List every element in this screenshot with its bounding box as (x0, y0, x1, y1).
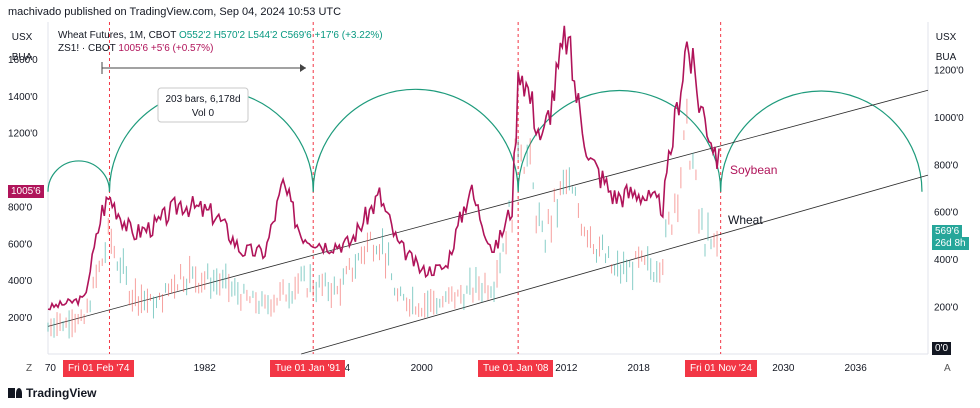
channel-upper (47, 89, 929, 327)
x-tick-label: 2000 (411, 363, 434, 374)
date-tag-2008: Tue 01 Jan '08 (478, 360, 554, 377)
cycle-arc (720, 90, 923, 192)
footer-brand-text: TradingView (26, 386, 97, 400)
cycle-lines (108, 22, 722, 354)
right-tick-label: 800'0 (934, 160, 959, 171)
left-axis-currency: USX (12, 32, 33, 43)
x-tick-label: 2018 (628, 363, 651, 374)
measure-bars-text: 203 bars, 6,178d (165, 94, 240, 105)
legend-wheat: Wheat Futures, 1M, CBOT O552'2 H570'2 L5… (58, 30, 383, 41)
right-current-price: 569'6 (932, 225, 963, 238)
measure-vol-text: Vol 0 (192, 108, 215, 119)
measure-tool: 203 bars, 6,178d Vol 0 (101, 62, 306, 123)
date-tag-1991: Tue 01 Jan '91 (270, 360, 346, 377)
legend-soy-change: +5'6 (+0.57%) (150, 43, 214, 54)
right-countdown: 26d 8h (932, 237, 969, 250)
date-tag-1974: Fri 01 Feb '74 (63, 360, 135, 377)
x-tick-label: 1982 (194, 363, 217, 374)
soybean-series (47, 25, 720, 311)
left-tick-label: 200'0 (8, 313, 33, 324)
left-tick-label: 1200'0 (8, 129, 38, 140)
right-tick-label: 600'0 (934, 208, 959, 219)
right-zero-tag: 0'0 (932, 342, 952, 355)
trend-channel (47, 89, 929, 355)
right-axis-currency: USX (936, 32, 957, 43)
wheat-label: Wheat (728, 213, 763, 227)
left-tick-label: 1400'0 (8, 92, 38, 103)
channel-lower (301, 174, 929, 355)
legend-soybean: ZS1! · CBOT 1005'6 +5'6 (+0.57%) (58, 43, 213, 54)
measure-arrow (300, 64, 306, 72)
right-tick-label: 200'0 (934, 303, 959, 314)
date-tag-2024: Fri 01 Nov '24 (685, 360, 757, 377)
right-tick-label: 400'0 (934, 255, 959, 266)
zoom-corner-button[interactable]: Z (26, 363, 33, 374)
publish-header: machivado published on TradingView.com, … (8, 6, 342, 18)
x-tick-label: 70 (45, 363, 57, 374)
legend-wheat-change: +17'6 (+3.22%) (314, 30, 383, 41)
legend-soy-value: 1005'6 (118, 43, 149, 54)
right-price-axis: USX BUA 1200'0 1000'0 800'0 600'0 400'0 200'0 (934, 32, 964, 314)
x-tick-label: 2030 (772, 363, 795, 374)
wheat-series (47, 98, 718, 339)
cycle-arc (517, 89, 722, 192)
footer-brand: TradingView (8, 386, 96, 400)
right-axis-unit: BUA (936, 52, 957, 63)
grid-lines (47, 22, 929, 355)
legend-wheat-high: H570'2 (213, 30, 246, 41)
soybean-label: Soybean (730, 163, 777, 177)
left-tick-label: 1600'0 (8, 55, 38, 66)
cycle-arc (47, 160, 111, 192)
legend-wheat-prefix: Wheat Futures, 1M, CBOT (58, 30, 177, 41)
legend-wheat-low: L544'2 (247, 30, 278, 41)
auto-scale-button[interactable]: A (944, 363, 951, 374)
left-current-price: 1005'6 (8, 185, 44, 198)
measure-box (157, 87, 249, 123)
legend-soy-prefix: ZS1! · CBOT (58, 43, 116, 54)
soybean-line (47, 25, 720, 311)
left-tick-label: 600'0 (8, 239, 33, 250)
cycle-arc (312, 88, 519, 192)
right-tick-label: 1200'0 (934, 65, 964, 76)
left-axis-unit: BUA (12, 52, 33, 63)
legend-wheat-close: C569'6 (280, 30, 312, 41)
x-tick-label: 2036 (845, 363, 868, 374)
left-tick-label: 800'0 (8, 202, 33, 213)
right-tick-label: 1000'0 (934, 113, 964, 124)
x-tick-label: 2012 (555, 363, 578, 374)
left-tick-label: 400'0 (8, 276, 33, 287)
legend-wheat-open: O552'2 (178, 30, 211, 41)
tradingview-logo-icon (8, 388, 22, 398)
